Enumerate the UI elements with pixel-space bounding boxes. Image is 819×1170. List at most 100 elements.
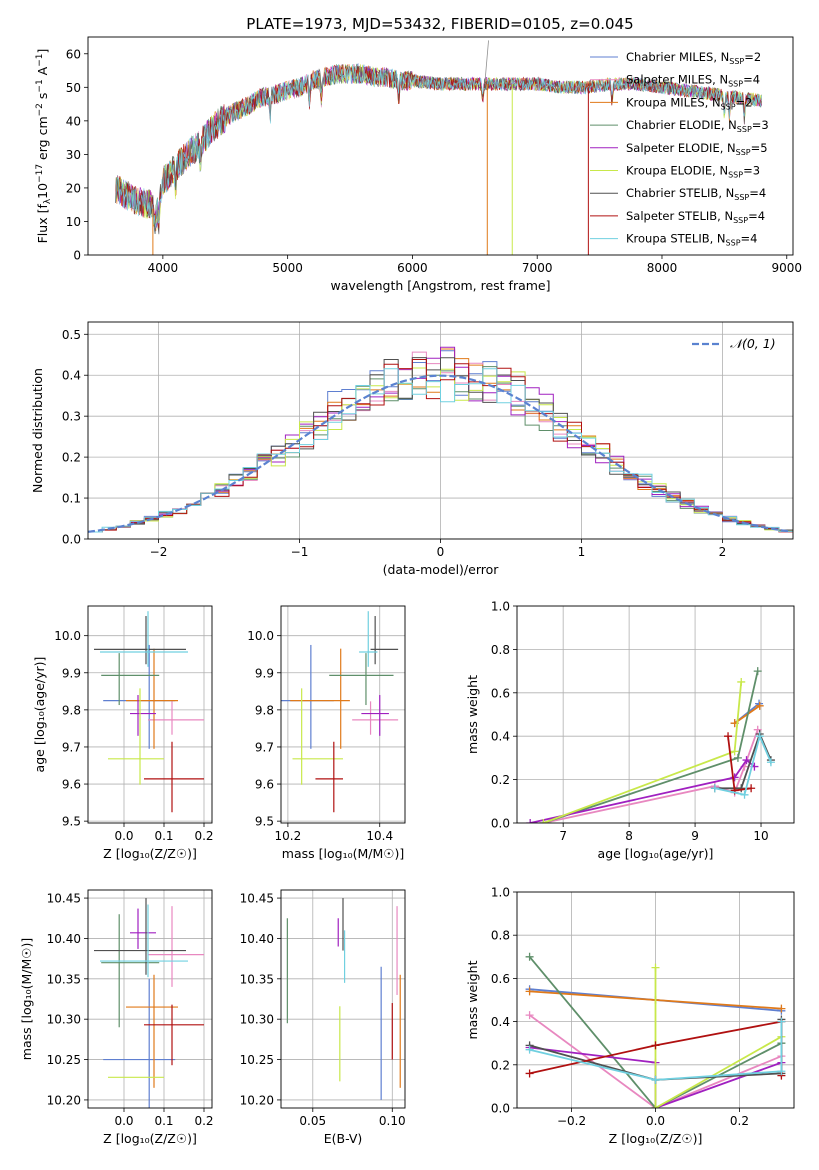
weight-marker	[525, 1045, 534, 1054]
y-tick-label: 9.7	[62, 740, 81, 754]
age_vs_Z-plot-area	[88, 606, 212, 823]
weight_vs_Z-frame	[516, 891, 795, 1109]
y-tick-label: 0.1	[62, 492, 81, 506]
x-tick-label: −0.2	[557, 1114, 586, 1128]
y-tick-label: 10.45	[47, 892, 81, 906]
spectrum-plot-area	[115, 40, 762, 255]
weight-marker	[737, 677, 746, 686]
mass_vs_Z-panel: 0.0 0.1 0.2 10.20 10.25 10.30 10.35 10.40 10.45 Z…	[19, 889, 214, 1146]
y-tick-label: 30	[66, 148, 81, 162]
spectrum-line	[115, 63, 762, 229]
weight-marker	[526, 819, 535, 823]
x-tick-label: 2	[719, 545, 727, 559]
weight-line	[529, 1021, 783, 1081]
mass_vs_ebv-panel: 0.05 0.10 10.20 10.25 10.30 10.35 10.40 10.45 E(…	[240, 889, 406, 1146]
legend-entry: Kroupa STELIB, NSSP=4	[626, 232, 757, 248]
y-tick-label: 0.4	[62, 369, 81, 383]
y-tick-label: 0.8	[491, 643, 510, 657]
weight-line	[530, 758, 755, 823]
x-tick-label: 0.0	[114, 1114, 133, 1128]
age_vs_mass-panel: 10.2 10.4 9.5 9.6 9.7 9.8 9.9 10.0 mass [log₁₀(M…	[247, 605, 406, 861]
x-tick-label: 0.2	[194, 829, 213, 843]
x-tick-label: 0.1	[154, 829, 173, 843]
y-tick-label: 0.2	[491, 1058, 510, 1072]
y-axis-label: Flux [fλ10−17 erg cm−2 s−1 A−1]	[35, 49, 53, 244]
residual-legend: 𝒩(0, 1)	[692, 336, 776, 351]
x-tick-label: 9000	[771, 261, 802, 275]
x-tick-label: 0.05	[299, 1114, 326, 1128]
x-tick-label: 0	[437, 545, 445, 559]
x-tick-label: 7000	[522, 261, 553, 275]
y-tick-label: 10.35	[47, 972, 81, 986]
legend-entry: Chabrier STELIB, NSSP=4	[626, 186, 766, 202]
weight_vs_Z-plot-area	[517, 892, 794, 1108]
weight-marker	[755, 701, 764, 710]
x-tick-label: −1	[291, 545, 309, 559]
x-axis-label: wavelength [Angstrom, rest frame]	[330, 278, 550, 293]
y-tick-label: 40	[66, 114, 81, 128]
y-tick-label: 9.9	[62, 666, 81, 680]
weight_vs_Z-panel: −0.2 0.0 0.2 0.0 0.2 0.4 0.6 0.8 1.0 Z [log₁₀(Z/Z…	[465, 886, 795, 1146]
weight-line	[528, 956, 782, 1108]
age_vs_Z-frame	[87, 605, 213, 824]
weight-marker	[747, 784, 756, 793]
legend-entry: Chabrier ELODIE, NSSP=3	[626, 118, 769, 134]
y-tick-label: 9.9	[255, 666, 274, 680]
y-tick-label: 10	[66, 215, 81, 229]
normal-curve	[88, 374, 791, 533]
x-tick-label: 0.0	[646, 1114, 665, 1128]
x-axis-label: E(B-V)	[324, 1131, 363, 1146]
x-tick-label: 9	[691, 829, 699, 843]
y-axis-label: age [log₁₀(age/yr)]	[32, 657, 47, 773]
weight-marker	[740, 790, 749, 799]
weight-marker	[525, 987, 534, 996]
weight-marker	[525, 1011, 534, 1020]
weight-marker	[733, 753, 742, 762]
y-tick-label: 0.6	[491, 686, 510, 700]
x-tick-label: 8	[625, 829, 633, 843]
weight-marker	[755, 732, 764, 741]
y-tick-label: 9.5	[255, 815, 274, 829]
x-tick-label: 4000	[148, 261, 179, 275]
x-axis-label: Z [log₁₀(Z/Z☉)]	[103, 1131, 197, 1146]
weight-marker	[710, 784, 719, 793]
y-tick-label: 0.2	[491, 773, 510, 787]
y-tick-label: 60	[66, 47, 81, 61]
weight-line	[654, 967, 782, 1108]
legend-entry: Salpeter ELODIE, NSSP=5	[626, 141, 768, 157]
mass_vs_ebv-plot-area	[281, 890, 405, 1108]
residuals-frame	[87, 321, 794, 540]
age_vs_mass-plot-area	[281, 606, 405, 823]
y-tick-label: 9.6	[62, 778, 81, 792]
x-tick-label: 1	[578, 545, 586, 559]
y-tick-label: 0.3	[62, 410, 81, 424]
y-tick-label: 0.5	[62, 328, 81, 342]
y-tick-label: 10.40	[47, 932, 81, 946]
weight-line	[714, 733, 772, 796]
x-axis-label: age [log₁₀(age/yr)]	[598, 846, 714, 861]
x-axis-label: (data-model)/error	[383, 562, 500, 577]
y-tick-label: 0.0	[62, 533, 81, 547]
age_vs_mass-frame	[280, 605, 406, 824]
weight-marker	[651, 963, 660, 972]
legend-entry: Salpeter STELIB, NSSP=4	[626, 209, 765, 225]
y-tick-label: 10.25	[47, 1053, 81, 1067]
residuals-plot-area	[88, 322, 793, 539]
age_vs_Z-panel: 0.0 0.1 0.2 9.5 9.6 9.7 9.8 9.9 10.0 Z [log₁₀(Z/Z…	[32, 605, 214, 861]
y-tick-label: 9.7	[255, 740, 274, 754]
x-axis-label: mass [log₁₀(M/M☉)]	[282, 846, 404, 861]
y-tick-label: 0.6	[491, 972, 510, 986]
y-tick-label: 9.6	[255, 778, 274, 792]
weight-marker	[737, 784, 746, 793]
weight_vs_age-frame	[516, 605, 795, 824]
weight-marker	[724, 732, 733, 741]
x-tick-label: 0.2	[194, 1114, 213, 1128]
y-tick-label: 10.40	[240, 932, 274, 946]
y-tick-label: 0.2	[62, 451, 81, 465]
weight-marker	[777, 1067, 786, 1076]
x-tick-label: 0.1	[154, 1114, 173, 1128]
spectrum-frame	[87, 36, 794, 256]
y-tick-label: 0.4	[491, 730, 510, 744]
mass_vs_ebv-frame	[280, 889, 406, 1109]
weight-marker	[651, 1104, 660, 1108]
